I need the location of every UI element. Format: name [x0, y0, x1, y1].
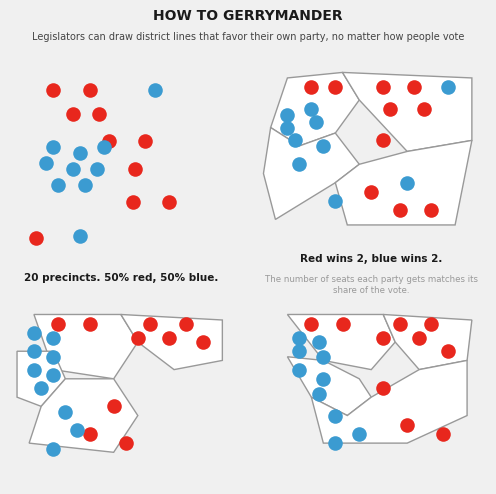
Point [68, 110, 76, 118]
Point [396, 320, 404, 328]
Point [291, 136, 299, 144]
Polygon shape [271, 73, 359, 146]
Point [308, 320, 315, 328]
Point [49, 371, 57, 379]
Point [49, 334, 57, 342]
Point [283, 111, 291, 119]
Polygon shape [383, 315, 472, 370]
Point [367, 188, 375, 196]
Point [134, 334, 142, 342]
Point [151, 86, 159, 94]
Point [444, 83, 452, 91]
Text: Red wins 2, blue wins 2.: Red wins 2, blue wins 2. [300, 254, 442, 264]
Polygon shape [287, 315, 395, 370]
Point [165, 198, 173, 206]
Polygon shape [287, 357, 371, 415]
Point [49, 353, 57, 361]
Point [396, 206, 404, 214]
Point [308, 83, 315, 91]
Point [410, 83, 418, 91]
Point [73, 426, 81, 434]
Point [331, 197, 339, 205]
Point [129, 198, 137, 206]
Point [379, 83, 387, 91]
Point [319, 353, 327, 361]
Point [296, 161, 304, 168]
Text: 20 precincts. 50% red, 50% blue.: 20 precincts. 50% red, 50% blue. [24, 273, 219, 283]
Point [283, 124, 291, 131]
Point [49, 86, 57, 94]
Point [386, 105, 394, 113]
Point [100, 143, 108, 151]
Point [444, 347, 452, 355]
Point [296, 347, 304, 355]
Point [85, 86, 93, 94]
Point [49, 445, 57, 453]
Point [331, 439, 339, 447]
Point [54, 320, 62, 328]
Point [379, 136, 387, 144]
Point [85, 320, 93, 328]
Point [296, 366, 304, 373]
Point [427, 320, 435, 328]
Point [319, 375, 327, 383]
Point [427, 206, 435, 214]
Point [37, 384, 45, 392]
Point [319, 142, 327, 150]
Point [296, 334, 304, 342]
Point [199, 338, 207, 346]
Point [105, 137, 113, 145]
Point [81, 181, 89, 189]
Point [85, 430, 93, 438]
Point [131, 165, 139, 173]
Text: The number of seats each party gets matches its
share of the vote.: The number of seats each party gets matc… [265, 276, 478, 295]
Point [30, 347, 38, 355]
Point [32, 234, 40, 242]
Point [165, 334, 173, 342]
Point [403, 179, 411, 187]
Point [339, 320, 347, 328]
Point [420, 105, 428, 113]
Point [54, 181, 62, 189]
Point [415, 334, 423, 342]
Point [314, 390, 322, 398]
Point [146, 320, 154, 328]
Point [76, 149, 84, 157]
Point [379, 384, 387, 392]
Text: HOW TO GERRYMANDER: HOW TO GERRYMANDER [153, 9, 343, 24]
Point [331, 412, 339, 419]
Point [355, 430, 363, 438]
Point [379, 334, 387, 342]
Point [122, 439, 130, 447]
Polygon shape [343, 73, 472, 152]
Polygon shape [29, 379, 138, 453]
Point [62, 408, 69, 416]
Point [110, 403, 118, 411]
Point [308, 105, 315, 113]
Polygon shape [263, 127, 359, 219]
Point [49, 143, 57, 151]
Point [331, 83, 339, 91]
Point [439, 430, 447, 438]
Polygon shape [34, 315, 138, 379]
Point [182, 320, 190, 328]
Point [30, 329, 38, 337]
Point [141, 137, 149, 145]
Point [314, 338, 322, 346]
Point [93, 165, 101, 173]
Polygon shape [121, 315, 222, 370]
Point [95, 110, 103, 118]
Point [76, 232, 84, 240]
Polygon shape [311, 361, 467, 443]
Polygon shape [17, 351, 65, 407]
Point [30, 366, 38, 373]
Point [403, 421, 411, 429]
Polygon shape [335, 140, 472, 225]
Text: Legislators can draw district lines that favor their own party, no matter how pe: Legislators can draw district lines that… [32, 32, 464, 42]
Point [68, 165, 76, 173]
Point [42, 159, 50, 167]
Point [312, 118, 320, 126]
